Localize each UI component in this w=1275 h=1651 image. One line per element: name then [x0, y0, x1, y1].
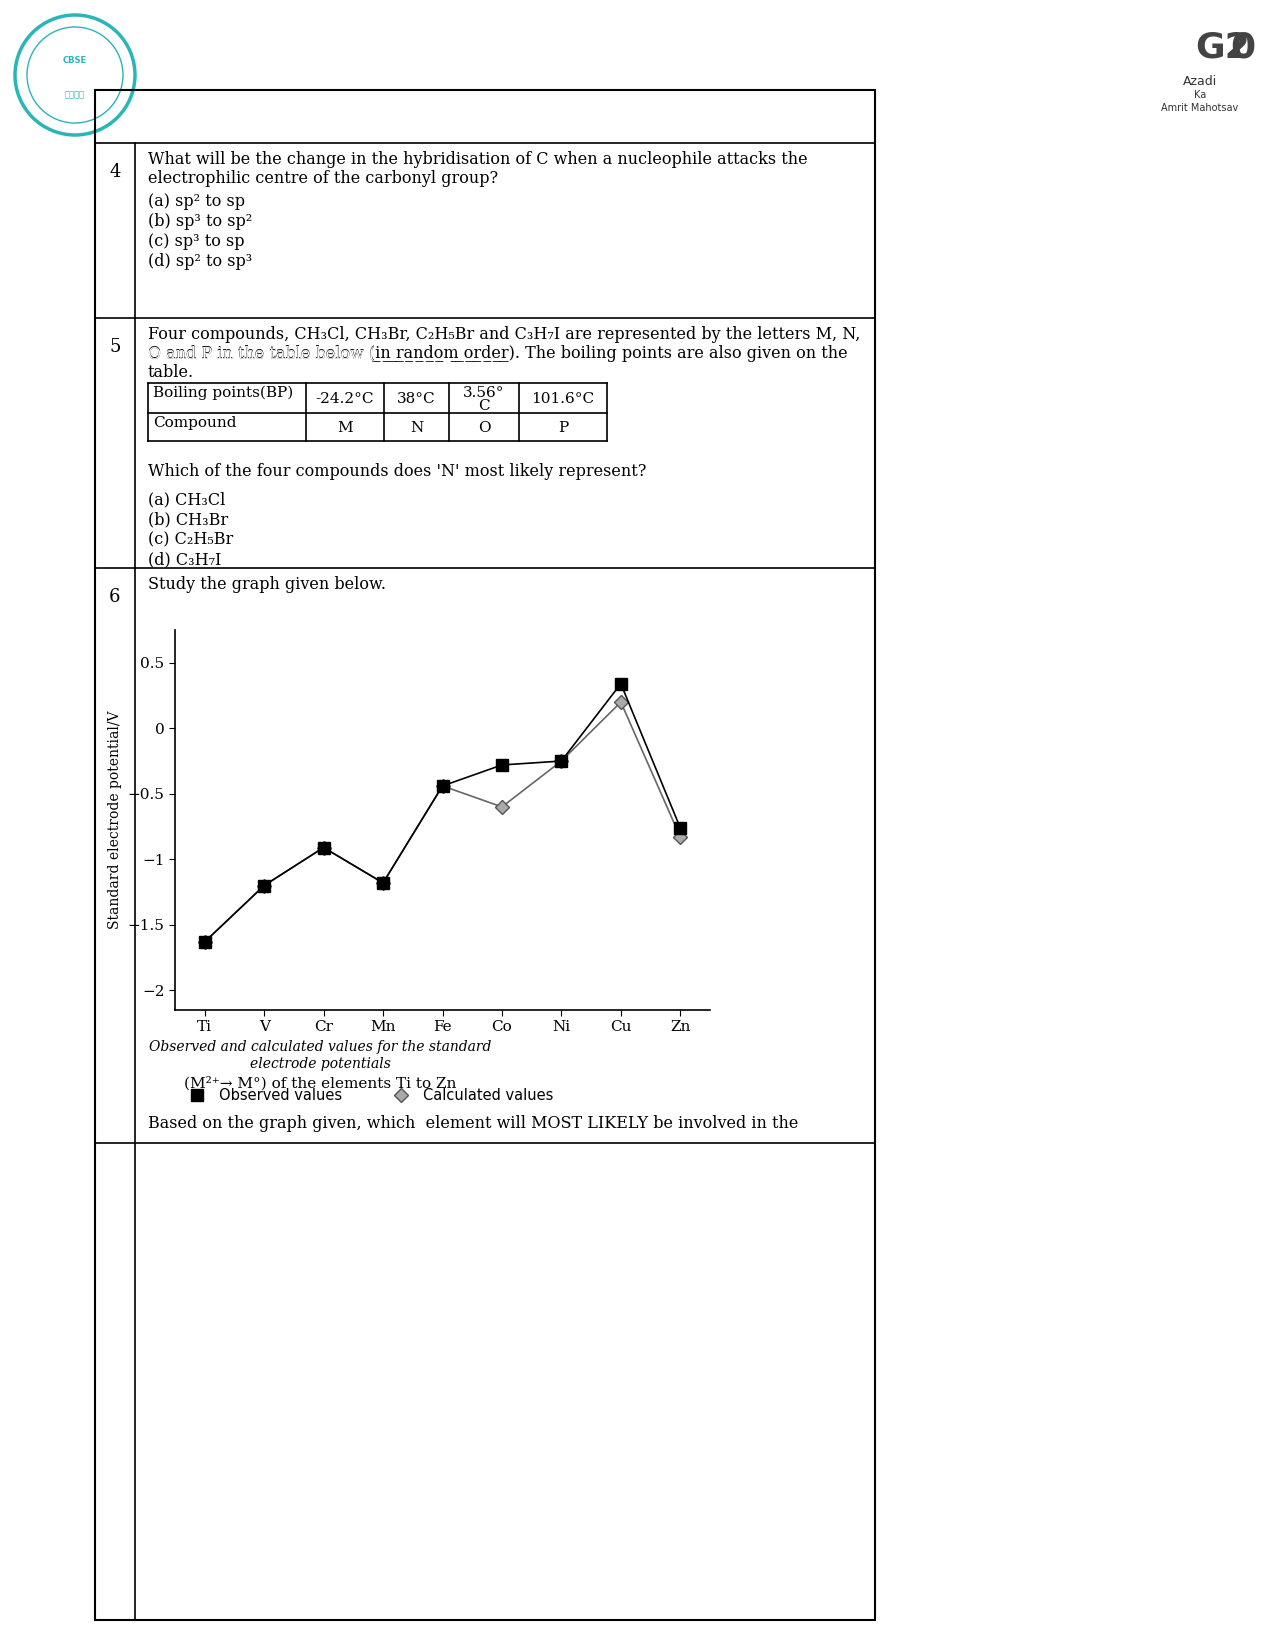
Text: P: P	[558, 421, 569, 434]
Text: Compound: Compound	[153, 416, 236, 429]
Text: (a) sp² to sp: (a) sp² to sp	[148, 193, 245, 210]
Text: 4: 4	[110, 163, 121, 182]
Text: What will be the change in the hybridisation of C when a nucleophile attacks the: What will be the change in the hybridisa…	[148, 150, 807, 168]
Text: (c) sp³ to sp: (c) sp³ to sp	[148, 233, 245, 249]
Text: Azadi: Azadi	[1183, 74, 1218, 88]
Text: electrophilic centre of the carbonyl group?: electrophilic centre of the carbonyl gro…	[148, 170, 499, 187]
Text: Boiling points(BP): Boiling points(BP)	[153, 386, 293, 401]
Text: 3.56°: 3.56°	[463, 386, 505, 400]
Text: Which of the four compounds does 'N' most likely represent?: Which of the four compounds does 'N' mos…	[148, 462, 646, 480]
Text: (b) sp³ to sp²: (b) sp³ to sp²	[148, 213, 252, 229]
Text: 0: 0	[1230, 30, 1255, 64]
Text: 6: 6	[110, 588, 121, 606]
Legend: Observed values, Calculated values: Observed values, Calculated values	[177, 1083, 558, 1109]
Text: 101.6°C: 101.6°C	[532, 391, 594, 406]
Text: Ka: Ka	[1193, 91, 1206, 101]
Text: भारत: भारत	[65, 91, 85, 99]
Text: Observed and calculated values for the standard: Observed and calculated values for the s…	[149, 1040, 491, 1053]
Text: (d) sp² to sp³: (d) sp² to sp³	[148, 253, 252, 271]
Text: 5: 5	[110, 338, 121, 357]
Text: Based on the graph given, which  element will MOST LIKELY be involved in the: Based on the graph given, which element …	[148, 1114, 798, 1133]
Text: CBSE: CBSE	[62, 56, 87, 64]
Text: (c) C₂H₅Br: (c) C₂H₅Br	[148, 532, 233, 548]
Bar	[96, 91, 875, 1620]
Text: (M²⁺→ M°) of the elements Ti to Zn: (M²⁺→ M°) of the elements Ti to Zn	[184, 1076, 456, 1090]
Text: table.: table.	[148, 363, 194, 381]
Text: O: O	[478, 421, 491, 434]
Y-axis label: Standard electrode potential/V: Standard electrode potential/V	[108, 710, 122, 930]
Text: (b) CH₃Br: (b) CH₃Br	[148, 512, 228, 528]
Text: N: N	[409, 421, 423, 434]
Text: (a) CH₃Cl: (a) CH₃Cl	[148, 490, 226, 509]
Text: electrode potentials: electrode potentials	[250, 1057, 390, 1071]
Text: 38°C: 38°C	[398, 391, 436, 406]
Text: O and P in the table below (i̲n̲ ̲r̲a̲n̲d̲o̲m̲ ̲o̲r̲d̲e̲r̲). The boiling points : O and P in the table below (i̲n̲ ̲r̲a̲n̲…	[148, 345, 848, 362]
Text: O and P in the table below (: O and P in the table below (	[148, 345, 375, 362]
Text: (d) C₃H₇I: (d) C₃H₇I	[148, 551, 222, 568]
Text: M: M	[337, 421, 353, 434]
Text: G2: G2	[1195, 30, 1250, 64]
Text: O and P in the table below (: O and P in the table below (	[148, 345, 375, 362]
Text: Amrit Mahotsav: Amrit Mahotsav	[1162, 102, 1238, 112]
Text: Study the graph given below.: Study the graph given below.	[148, 576, 386, 593]
Text: Four compounds, CH₃Cl, CH₃Br, C₂H₅Br and C₃H₇I are represented by the letters M,: Four compounds, CH₃Cl, CH₃Br, C₂H₅Br and…	[148, 325, 861, 343]
Text: C: C	[478, 400, 490, 413]
Text: -24.2°C: -24.2°C	[316, 391, 375, 406]
